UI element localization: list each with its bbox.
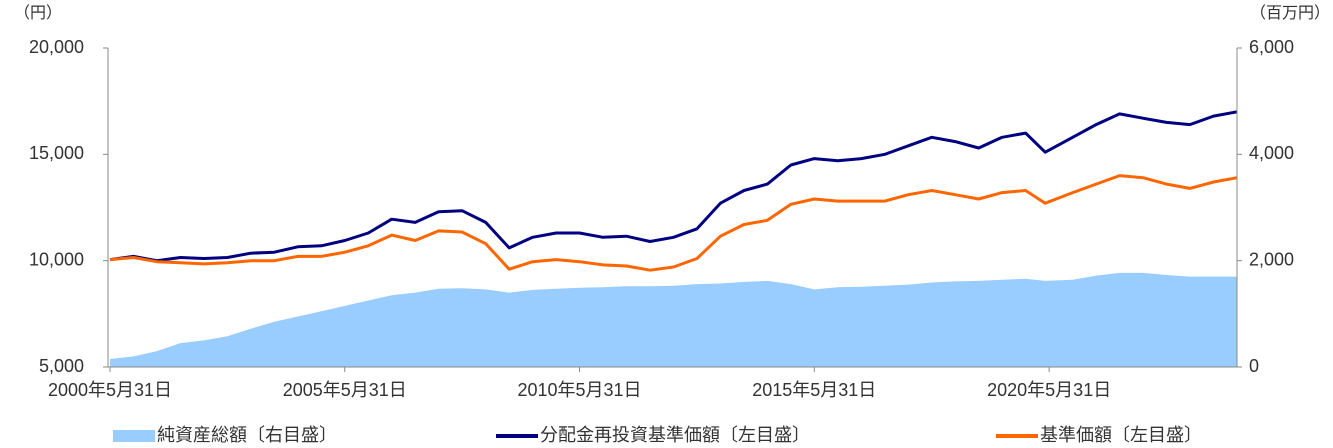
y-tick-label: 20,000: [29, 37, 84, 57]
legend-label: 基準価額〔左目盛〕: [1040, 425, 1202, 445]
legend-swatch: [113, 430, 155, 442]
y2-axis-label: （百万円）: [1250, 4, 1330, 22]
x-tick-label: 2015年5月31日: [752, 380, 876, 400]
y2-tick-label: 2,000: [1249, 249, 1294, 269]
legend-label: 分配金再投資基準価額〔左目盛〕: [540, 425, 810, 445]
y-axis-label: （円）: [14, 4, 62, 22]
x-tick-label: 2020年5月31日: [987, 380, 1111, 400]
x-tick-label: 2010年5月31日: [517, 380, 641, 400]
line: [109, 110, 1238, 263]
y-tick-label: 15,000: [29, 143, 84, 163]
x-tick-label: 2005年5月31日: [283, 380, 407, 400]
y-tick-label: 5,000: [39, 356, 84, 376]
y2-tick-label: 6,000: [1249, 37, 1294, 57]
y2-tick-label: 0: [1249, 356, 1259, 376]
area: [110, 272, 1237, 367]
legend-label: 純資産総額〔右目盛〕: [157, 425, 337, 445]
line: [109, 174, 1238, 272]
y-tick-label: 10,000: [29, 249, 84, 269]
y2-tick-label: 4,000: [1249, 143, 1294, 163]
x-tick-label: 2000年5月31日: [48, 380, 172, 400]
